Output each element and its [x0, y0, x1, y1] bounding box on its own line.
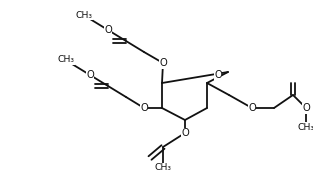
Text: O: O	[104, 25, 112, 35]
Text: O: O	[248, 103, 256, 113]
Text: O: O	[140, 103, 148, 113]
Text: O: O	[214, 70, 222, 80]
Text: CH₃: CH₃	[75, 10, 93, 19]
Text: CH₃: CH₃	[155, 163, 172, 173]
Text: O: O	[181, 128, 189, 138]
Text: O: O	[302, 103, 310, 113]
Text: O: O	[159, 58, 167, 68]
Text: CH₃: CH₃	[297, 123, 313, 131]
Text: CH₃: CH₃	[58, 56, 74, 64]
Text: O: O	[86, 70, 94, 80]
